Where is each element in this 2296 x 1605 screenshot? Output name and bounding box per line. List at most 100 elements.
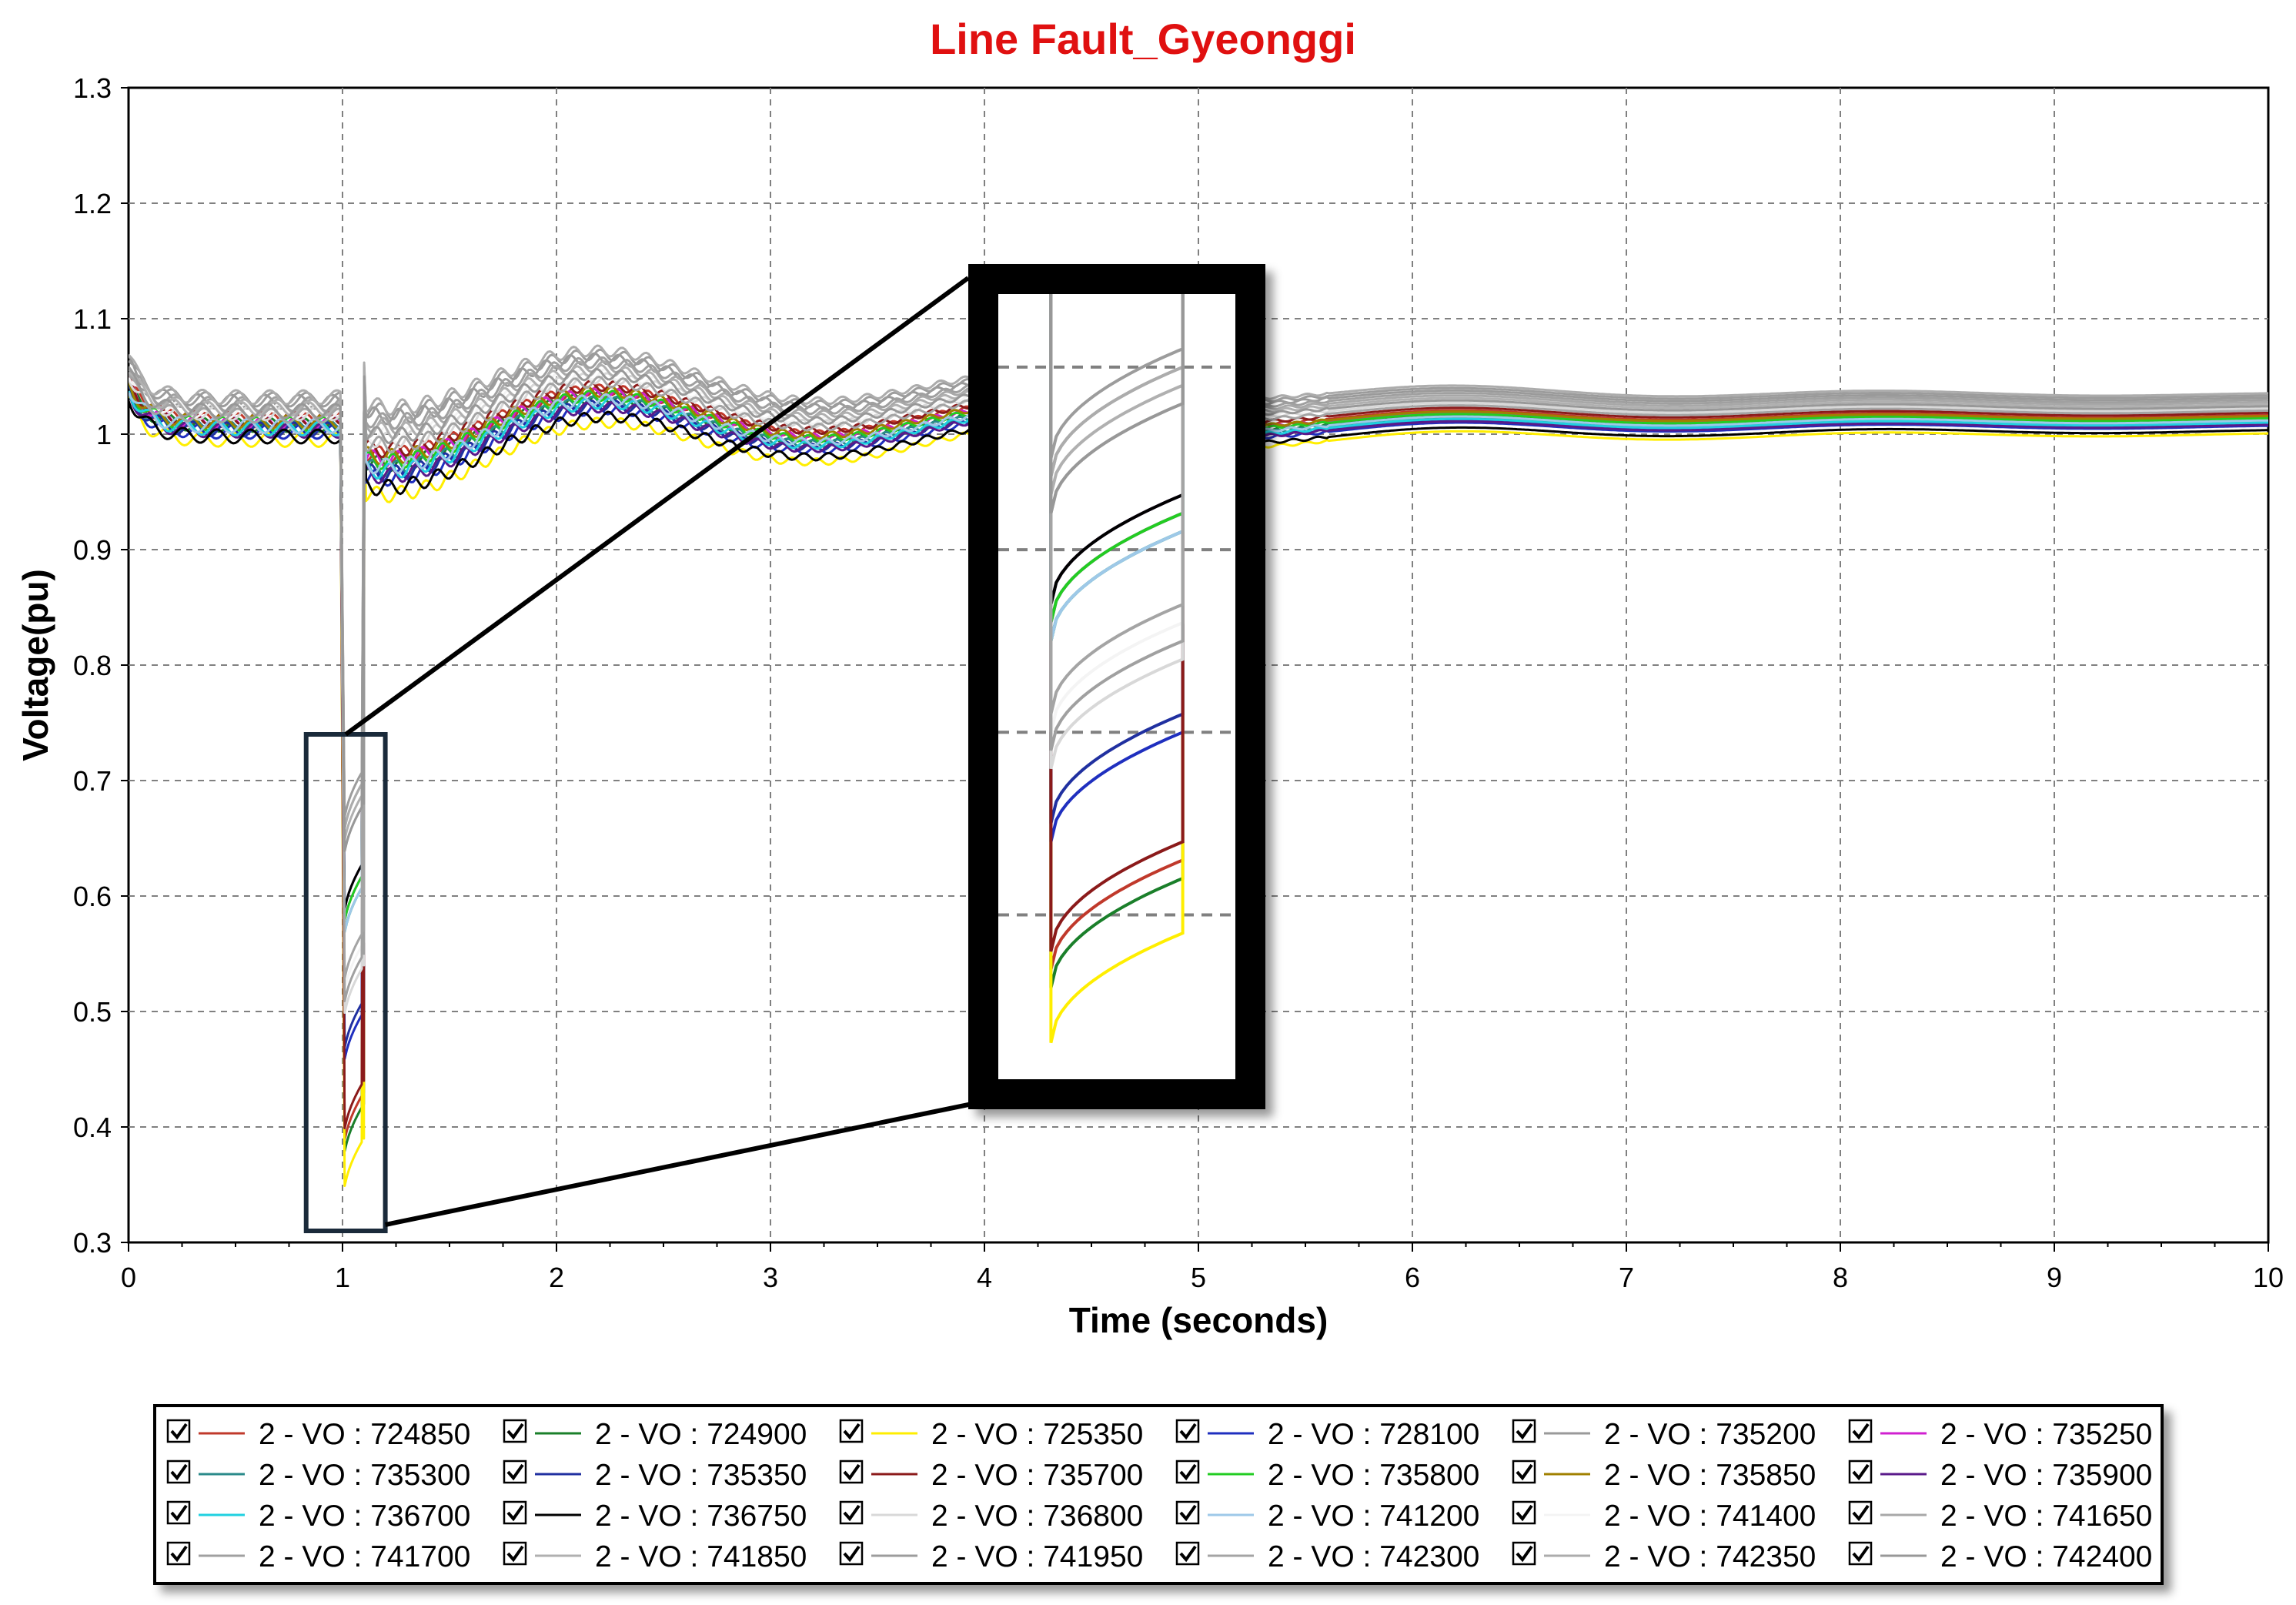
legend-checkbox[interactable]	[1512, 1500, 1536, 1525]
x-tick-label: 0	[121, 1262, 136, 1293]
legend-item[interactable]: 2 - VO : 742400	[1848, 1540, 2152, 1573]
legend-checkbox[interactable]	[839, 1500, 864, 1525]
legend-item[interactable]: 2 - VO : 735850	[1512, 1459, 1816, 1492]
legend-label: 2 - VO : 741950	[931, 1540, 1143, 1573]
legend-item[interactable]: 2 - VO : 741650	[1848, 1500, 2152, 1533]
legend-item[interactable]: 2 - VO : 742300	[1175, 1540, 1479, 1573]
check-icon	[1852, 1463, 1870, 1481]
legend-item[interactable]: 2 - VO : 736750	[503, 1500, 807, 1533]
legend-label: 2 - VO : 724900	[595, 1418, 807, 1451]
legend-label: 2 - VO : 728100	[1268, 1418, 1479, 1451]
check-icon	[506, 1463, 524, 1481]
legend-label: 2 - VO : 742350	[1604, 1540, 1816, 1573]
legend-item[interactable]: 2 - VO : 741850	[503, 1540, 807, 1573]
check-icon	[506, 1545, 524, 1563]
legend-checkbox[interactable]	[1175, 1500, 1200, 1525]
check-icon	[1179, 1545, 1197, 1563]
legend-checkbox[interactable]	[839, 1419, 864, 1443]
legend-checkbox[interactable]	[1512, 1541, 1536, 1566]
inset-series-line-9	[1049, 294, 1185, 624]
legend-checkbox[interactable]	[1512, 1419, 1536, 1443]
legend-item[interactable]: 2 - VO : 735700	[839, 1459, 1143, 1492]
legend-item[interactable]: 2 - VO : 741200	[1175, 1500, 1479, 1533]
x-axis: 0 1 2 3 4 5 6 7 8 9 10	[121, 1242, 2284, 1293]
legend-label: 2 - VO : 736700	[259, 1500, 470, 1533]
legend-checkbox[interactable]	[166, 1500, 191, 1525]
legend-checkbox[interactable]	[839, 1460, 864, 1484]
legend-label: 2 - VO : 736750	[595, 1500, 807, 1533]
inset-series-line-19	[1049, 294, 1185, 496]
legend-item[interactable]: 2 - VO : 735300	[166, 1459, 470, 1492]
y-tick-label: 1.2	[73, 188, 112, 219]
x-tick-label: 9	[2047, 1262, 2062, 1293]
legend-item[interactable]: 2 - VO : 736700	[166, 1500, 470, 1533]
y-tick-label: 0.8	[73, 650, 112, 681]
legend-item[interactable]: 2 - VO : 741700	[166, 1540, 470, 1573]
legend-checkbox[interactable]	[166, 1460, 191, 1484]
check-icon	[1179, 1423, 1197, 1440]
legend-label: 2 - VO : 735850	[1604, 1459, 1816, 1492]
legend-item[interactable]: 2 - VO : 735900	[1848, 1459, 2152, 1492]
check-icon	[170, 1545, 188, 1563]
x-tick-label: 3	[763, 1262, 778, 1293]
y-axis: 0.3 0.4 0.5 0.6 0.7 0.8 0.9 1 1.1 1.2 1.3	[73, 72, 129, 1259]
zoom-connector-bottom	[384, 1101, 977, 1227]
legend-checkbox[interactable]	[503, 1460, 527, 1484]
y-tick-label: 1.3	[73, 72, 112, 104]
legend-item[interactable]: 2 - VO : 724850	[166, 1418, 470, 1451]
legend-checkbox[interactable]	[1512, 1460, 1536, 1484]
zoom-connector-top	[344, 276, 970, 737]
legend-checkbox[interactable]	[1848, 1541, 1873, 1566]
legend-label: 2 - VO : 741850	[595, 1540, 807, 1573]
inset-series-line-1	[1049, 294, 1185, 988]
legend-item[interactable]: 2 - VO : 735800	[1175, 1459, 1479, 1492]
legend-item[interactable]: 2 - VO : 735250	[1848, 1418, 2152, 1451]
legend-item[interactable]: 2 - VO : 735350	[503, 1459, 807, 1492]
legend-checkbox[interactable]	[503, 1419, 527, 1443]
check-icon	[1516, 1545, 1533, 1563]
legend-item[interactable]: 2 - VO : 725350	[839, 1418, 1143, 1451]
check-icon	[843, 1423, 861, 1440]
y-tick-label: 0.6	[73, 881, 112, 912]
legend-checkbox[interactable]	[1848, 1419, 1873, 1443]
legend-checkbox[interactable]	[166, 1419, 191, 1443]
legend-checkbox[interactable]	[1175, 1541, 1200, 1566]
y-tick-label: 0.3	[73, 1227, 112, 1259]
check-icon	[1852, 1504, 1870, 1522]
legend-label: 2 - VO : 735350	[595, 1459, 807, 1492]
legend-item[interactable]: 2 - VO : 741400	[1512, 1500, 1816, 1533]
check-icon	[1852, 1423, 1870, 1440]
legend-checkbox[interactable]	[1848, 1460, 1873, 1484]
legend-label: 2 - VO : 735300	[259, 1459, 470, 1492]
legend-checkbox[interactable]	[1848, 1500, 1873, 1525]
legend-item[interactable]: 2 - VO : 735200	[1512, 1418, 1816, 1451]
x-tick-label: 2	[549, 1262, 564, 1293]
check-icon	[843, 1504, 861, 1522]
chart-title: Line Fault_Gyeonggi	[930, 15, 1356, 63]
y-tick-label: 0.9	[73, 534, 112, 566]
legend-item[interactable]: 2 - VO : 724900	[503, 1418, 807, 1451]
legend-item[interactable]: 2 - VO : 741950	[839, 1540, 1143, 1573]
y-tick-label: 1.1	[73, 303, 112, 335]
legend-item[interactable]: 2 - VO : 736800	[839, 1500, 1143, 1533]
y-tick-label: 0.4	[73, 1112, 112, 1143]
check-icon	[1852, 1545, 1870, 1563]
legend-checkbox[interactable]	[166, 1541, 191, 1566]
legend-checkbox[interactable]	[1175, 1460, 1200, 1484]
x-tick-label: 10	[2253, 1262, 2284, 1293]
legend-item[interactable]: 2 - VO : 728100	[1175, 1418, 1479, 1451]
inset-series-line-14	[1049, 294, 1185, 770]
y-tick-label: 0.5	[73, 996, 112, 1028]
x-tick-label: 7	[1619, 1262, 1634, 1293]
legend-label: 2 - VO : 741200	[1268, 1500, 1479, 1533]
legend-item[interactable]: 2 - VO : 742350	[1512, 1540, 1816, 1573]
check-icon	[170, 1504, 188, 1522]
inset-series-line-21	[1049, 294, 1185, 715]
legend-checkbox[interactable]	[1175, 1419, 1200, 1443]
legend-label: 2 - VO : 735800	[1268, 1459, 1479, 1492]
legend-checkbox[interactable]	[503, 1541, 527, 1566]
inset-series-line-2	[1049, 294, 1185, 1044]
legend-checkbox[interactable]	[503, 1500, 527, 1525]
legend-checkbox[interactable]	[839, 1541, 864, 1566]
